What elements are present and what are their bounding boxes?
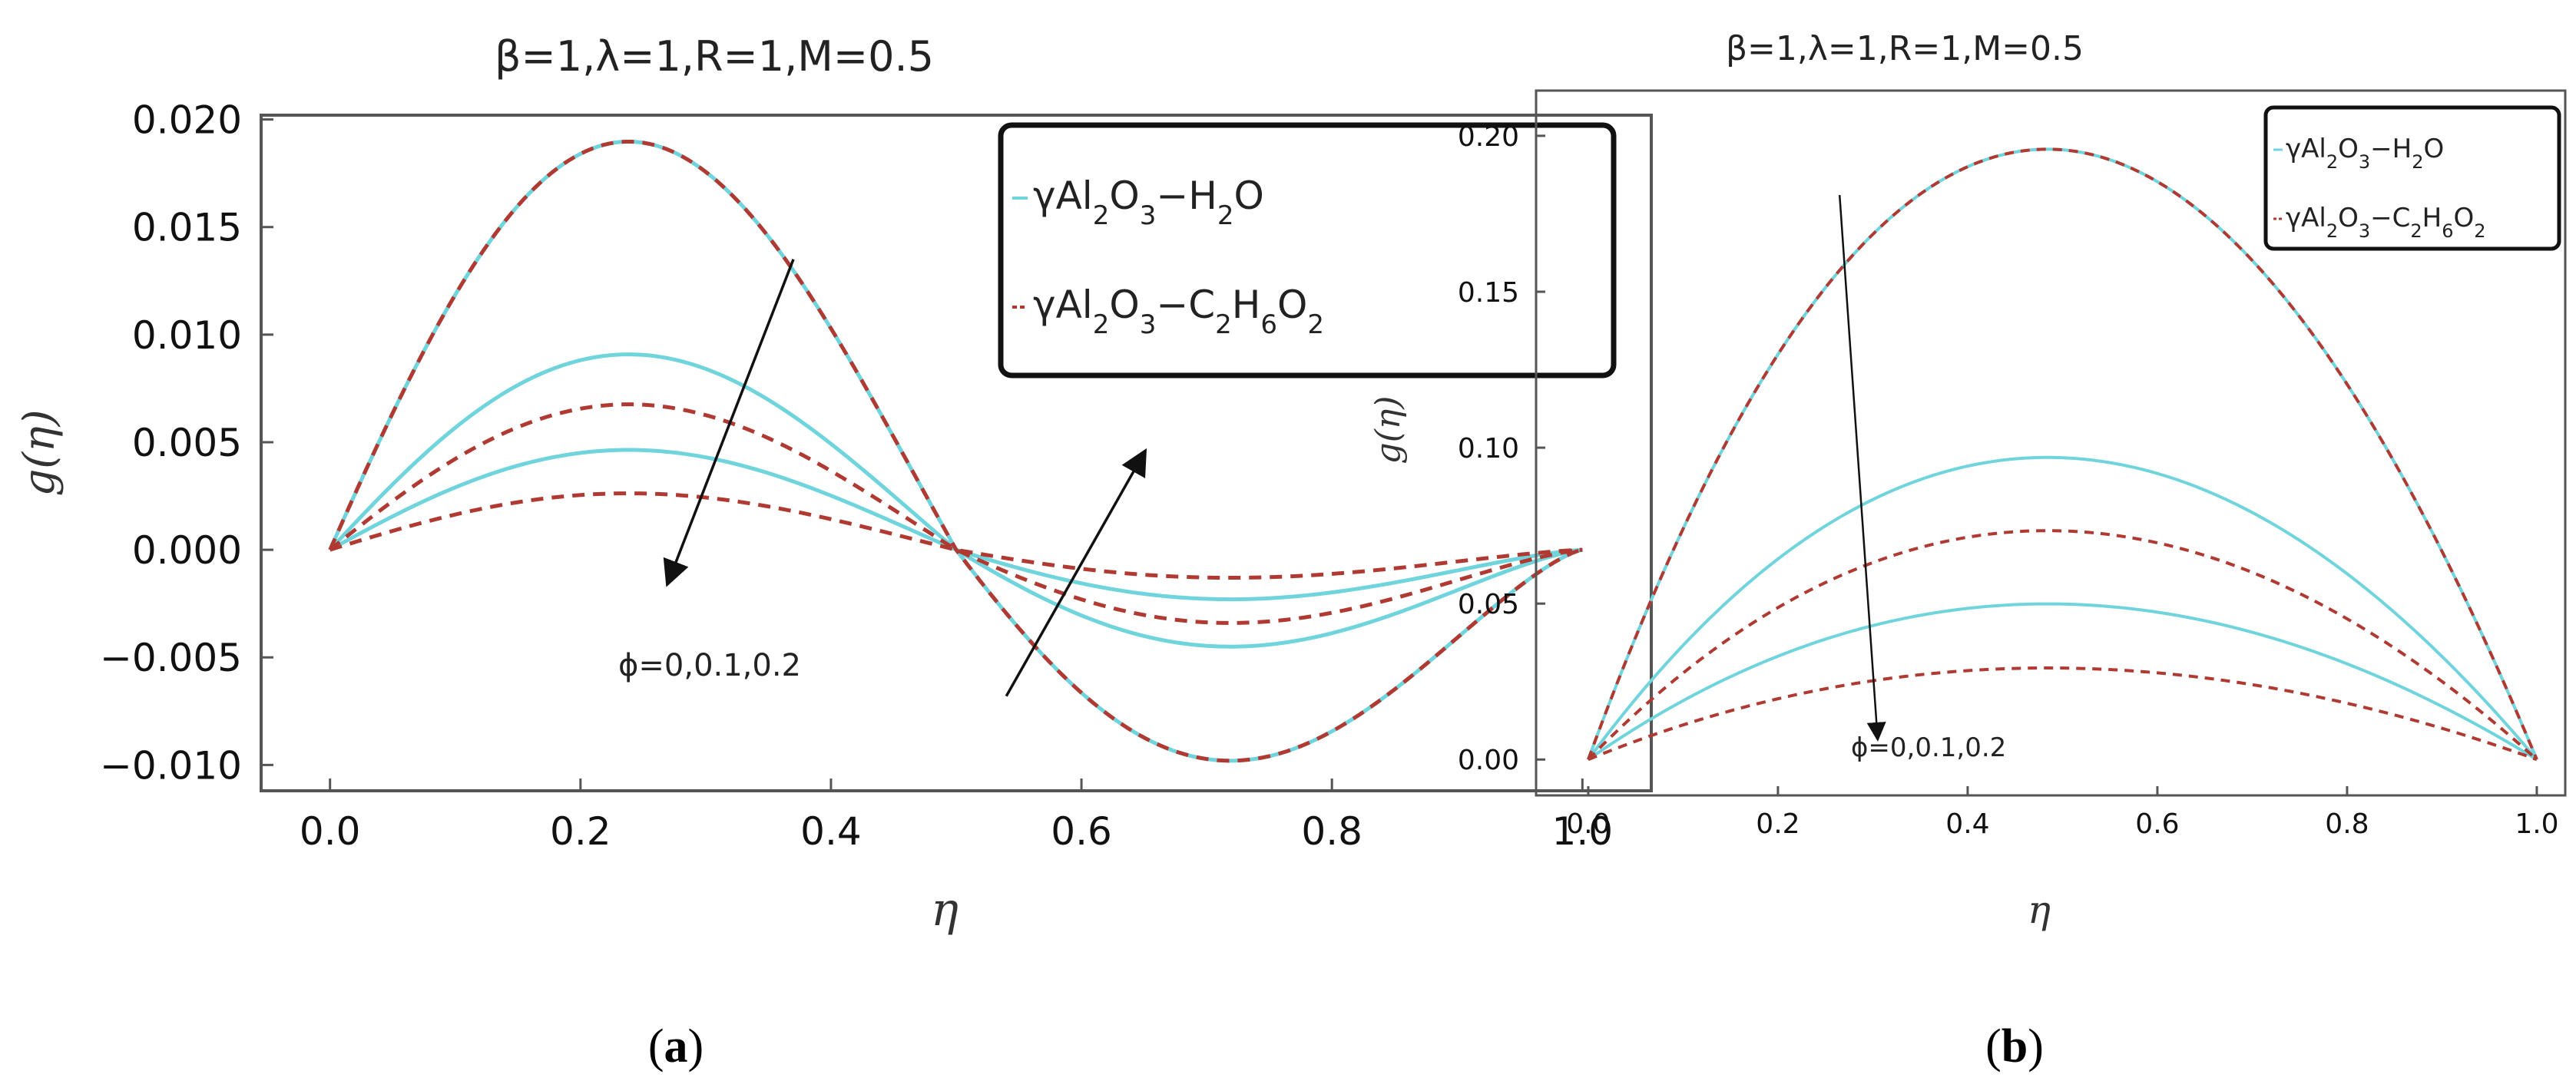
chart-a-ytick-label: −0.010	[100, 743, 242, 788]
chart-a-ytick-label: 0.020	[132, 98, 242, 143]
chart-b-series-h2o	[1587, 602, 2538, 761]
chart-a-frame	[260, 114, 1653, 792]
chart-a-xtick-label: 0.2	[550, 809, 611, 854]
chart-a-title: β=1,λ=1,R=1,M=0.5	[495, 32, 934, 81]
chart-b-xtick-label: 0.0	[1566, 808, 1610, 840]
chart-b-legend-box	[2263, 105, 2561, 251]
chart-a-trend-arrow	[663, 259, 795, 587]
chart-a-xtick-label: 0.0	[300, 809, 361, 854]
chart-a-xtick-label: 0.6	[1051, 809, 1112, 854]
chart-a-trend-arrow	[1005, 448, 1147, 697]
caption-a: (a)	[648, 1020, 704, 1073]
chart-a-ytick-label: −0.005	[100, 636, 242, 680]
chart-b-legend-label-h2o: γAl2O3−H2O	[2286, 134, 2444, 173]
chart-a-xtick-label: 0.8	[1301, 809, 1362, 854]
chart-b-ytick-label: 0.10	[1458, 433, 1519, 464]
chart-b-series-c2h6o2	[1587, 529, 2538, 761]
chart-b-ytick-label: 0.15	[1458, 277, 1519, 309]
chart-b: β=1,λ=1,R=1,M=0.5 0.20 0.15 0.10 0.05 0.00 0…	[1369, 29, 2567, 1073]
chart-a-curves	[328, 139, 1583, 763]
chart-b-xtick-label: 0.4	[1945, 808, 1989, 840]
chart-a-ytick-label: 0.010	[132, 313, 242, 358]
chart-a-ytick-label: 0.015	[132, 206, 242, 250]
chart-b-legend-label-c2h6o2: γAl2O3−C2H6O2	[2286, 203, 2486, 242]
chart-a-xtick-label: 0.4	[800, 809, 862, 854]
chart-a-legend: γAl2O3−H2O γAl2O3−C2H6O2	[998, 122, 1617, 379]
chart-b-series-h2o	[1587, 455, 2538, 761]
chart-b-xtick-label: 1.0	[2515, 808, 2558, 840]
chart-a-legend-box	[998, 122, 1617, 379]
chart-a-ytick-label: 0.000	[132, 528, 242, 573]
chart-b-xtick-label: 0.6	[2135, 808, 2179, 840]
chart-b-phi-annotation: ϕ=0,0.1,0.2	[1851, 732, 2006, 763]
chart-a-phi-annotation: ϕ=0,0.1,0.2	[618, 648, 801, 683]
chart-a-xtick-label: 1.0	[1552, 809, 1614, 854]
chart-b-ylabel: g(η)	[1369, 396, 1408, 464]
chart-a-ylabel: g(η)	[15, 409, 65, 496]
chart-b-trend-arrow	[1838, 194, 1886, 742]
chart-b-title: β=1,λ=1,R=1,M=0.5	[1726, 29, 2084, 68]
chart-b-xtick-label: 0.2	[1756, 808, 1800, 840]
caption-b: (b)	[1985, 1020, 2044, 1073]
chart-b-xtick-label: 0.8	[2325, 808, 2369, 840]
chart-b-xlabel: η	[2028, 888, 2051, 932]
chart-a-series-c2h6o2	[329, 491, 1583, 580]
chart-b-series-c2h6o2	[1587, 147, 2538, 761]
chart-b-ytick-label: 0.00	[1458, 745, 1519, 776]
chart-b-ytick-label: 0.20	[1458, 121, 1519, 153]
chart-a-xlabel: η	[931, 883, 959, 937]
chart-a-ytick-label: 0.005	[132, 421, 242, 465]
chart-a-legend-label-h2o: γAl2O3−H2O	[1033, 174, 1264, 231]
chart-b-ytick-label: 0.05	[1458, 589, 1519, 620]
chart-a-legend-label-c2h6o2: γAl2O3−C2H6O2	[1033, 283, 1324, 340]
chart-a: β=1,λ=1,R=1,M=0.5 0.020 0.015 0.010 0.005 0.…	[15, 32, 1653, 1073]
chart-b-series-c2h6o2	[1588, 666, 2538, 762]
chart-a-series-c2h6o2	[328, 139, 1583, 763]
chart-b-curves	[1587, 147, 2538, 762]
chart-b-frame	[1535, 89, 2567, 797]
chart-a-series-h2o	[329, 448, 1583, 602]
chart-b-legend: γAl2O3−H2O γAl2O3−C2H6O2	[2263, 105, 2561, 251]
